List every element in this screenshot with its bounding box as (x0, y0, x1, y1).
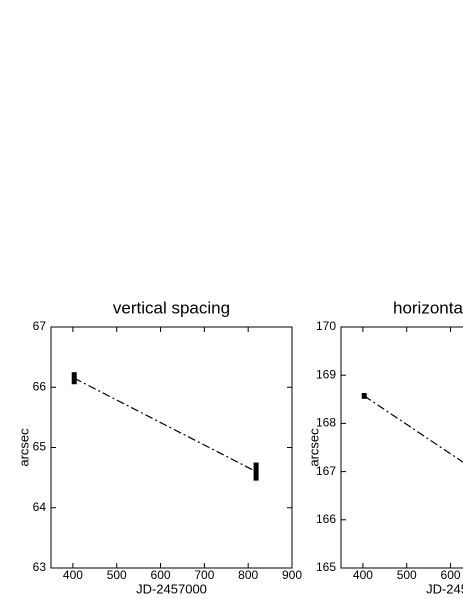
y-tick-label: 168 (316, 416, 336, 430)
x-tick-label: 700 (194, 568, 214, 582)
y-tick-label: 64 (33, 500, 47, 514)
fit-line (363, 395, 463, 463)
y-tick-label: 63 (33, 560, 47, 574)
x-axis-label: JD-2457000 (136, 581, 207, 596)
x-tick-label: 500 (107, 568, 127, 582)
plot-frame (50, 326, 293, 569)
y-tick-label: 66 (33, 379, 47, 393)
y-tick-label: 166 (316, 512, 336, 526)
x-tick-label: 500 (397, 568, 417, 582)
y-tick-label: 170 (316, 319, 336, 333)
x-tick-label: 600 (441, 568, 461, 582)
y-tick-label: 169 (316, 367, 336, 381)
x-tick-label: 400 (63, 568, 83, 582)
x-tick-label: 800 (238, 568, 258, 582)
chart-title: vertical spacing (113, 298, 230, 317)
panel: vertical spacing JD-2457000 arcsec 400 500 60… (16, 298, 302, 596)
plot-frame (340, 326, 463, 569)
panel: horizontal spacing JD-2457000 arcsec 400 500… (306, 298, 463, 596)
error-bar (361, 393, 367, 399)
error-bar (253, 462, 259, 481)
y-axis-label: arcsec (306, 428, 321, 467)
x-tick-label: 900 (282, 568, 302, 582)
y-axis-label: arcsec (16, 428, 31, 467)
y-tick-label: 167 (316, 464, 336, 478)
chart-title: horizontal spacing (393, 298, 463, 317)
x-tick-label: 600 (151, 568, 171, 582)
y-tick-label: 67 (33, 319, 47, 333)
x-tick-label: 400 (353, 568, 373, 582)
fit-line (73, 377, 257, 473)
y-tick-label: 65 (33, 440, 47, 454)
error-bar (71, 372, 77, 385)
x-axis-label: JD-2457000 (426, 581, 463, 596)
y-tick-label: 165 (316, 560, 336, 574)
